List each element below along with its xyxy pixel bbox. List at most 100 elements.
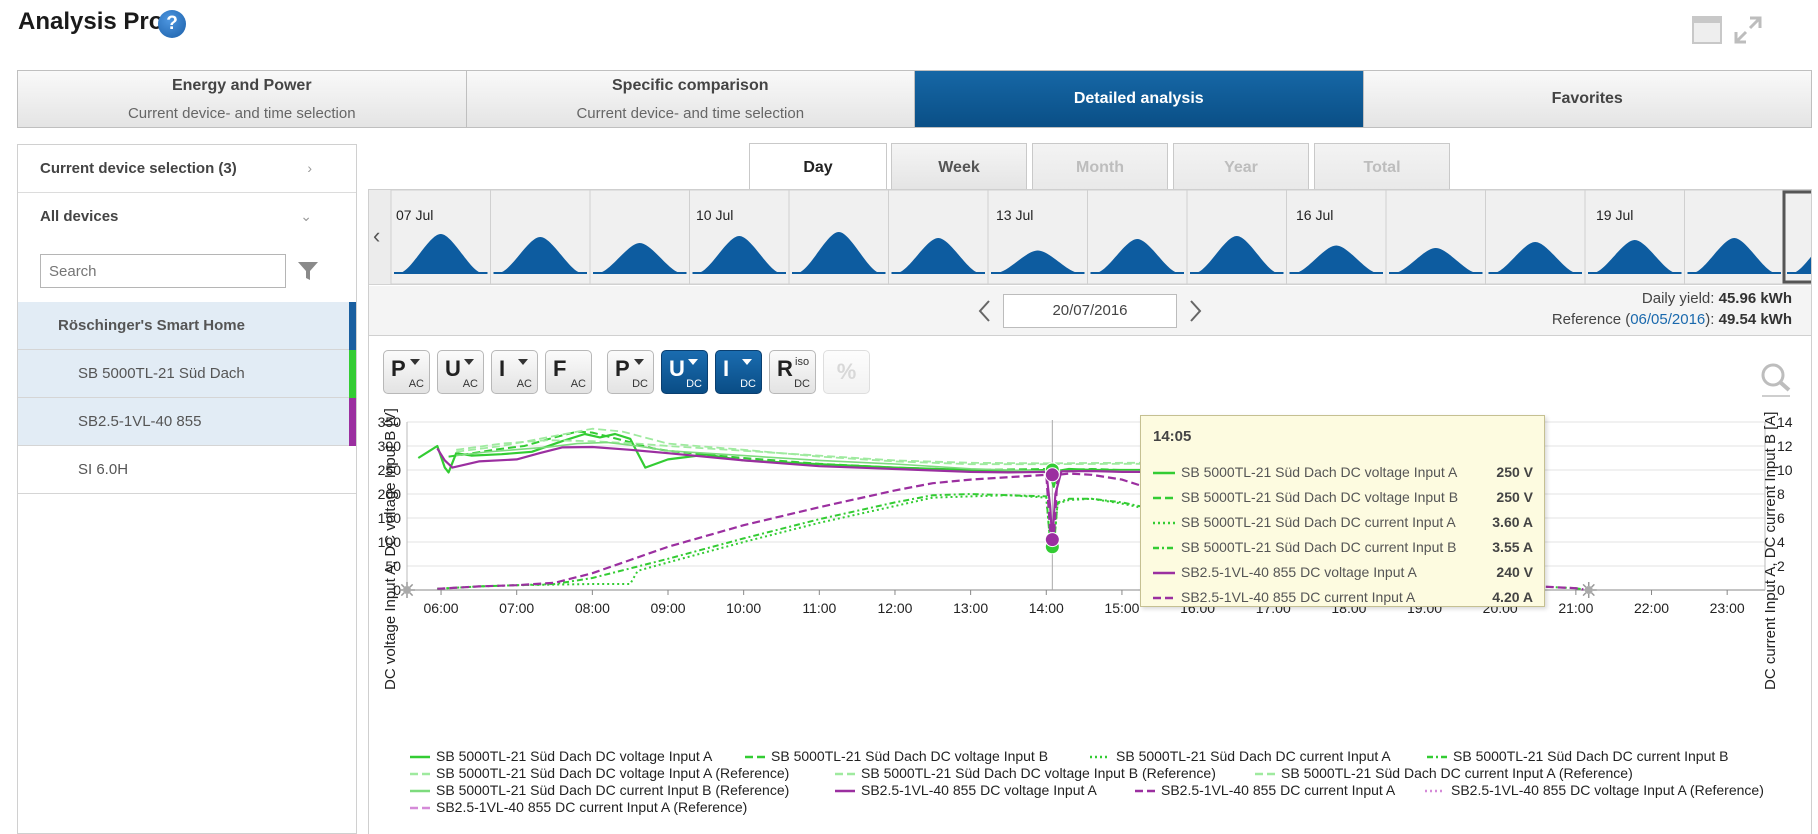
fac-button[interactable]: F AC <box>545 350 592 394</box>
device-row-smart-home[interactable]: Röschinger's Smart Home <box>18 302 356 350</box>
device-row-sb25[interactable]: SB2.5-1VL-40 855 <box>18 398 356 446</box>
help-icon[interactable]: ? <box>158 10 186 38</box>
chevron-right-icon: › <box>307 160 312 176</box>
series-swatch <box>1153 521 1175 525</box>
tooltip-row-value: 3.60 A <box>1492 514 1533 530</box>
dropdown-arrow-icon[interactable] <box>410 359 420 365</box>
dc-chart: 0 50 100 150 200 250 300 350 0 2 4 6 8 10 12 14 06:00 07:… <box>378 408 1793 690</box>
daily-yield-value: 45.96 kWh <box>1718 290 1792 307</box>
tab-specific-comparison[interactable]: Specific comparison Current device- and … <box>466 71 915 127</box>
legend-label: SB2.5-1VL-40 855 DC current Input A <box>1161 782 1396 798</box>
prev-day-icon[interactable] <box>975 298 995 324</box>
tab-energy-and-power[interactable]: Energy and Power Current device- and tim… <box>18 71 467 127</box>
x-tick-label: 23:00 <box>1710 600 1745 616</box>
y-tick-right: 6 <box>1777 510 1785 526</box>
tab-day[interactable]: Day <box>749 143 887 191</box>
x-tick-label: 09:00 <box>650 600 685 616</box>
x-tick-label: 21:00 <box>1558 600 1593 616</box>
all-devices-dropdown[interactable]: All devices ⌄ <box>18 193 356 241</box>
dropdown-arrow-icon[interactable] <box>688 359 698 365</box>
uac-button[interactable]: U AC <box>437 350 484 394</box>
strip-day-yield <box>697 236 781 273</box>
app-title: Analysis Pro <box>18 8 164 35</box>
zoom-icon[interactable] <box>1758 360 1794 400</box>
tab-subtitle: Current device- and time selection <box>127 104 356 122</box>
legend-label: SB 5000TL-21 Süd Dach DC current Input B… <box>436 782 790 798</box>
current-selection-label: Current device selection (3) <box>40 160 237 177</box>
strip-prev-arrow[interactable]: ‹ <box>373 223 380 248</box>
strip-day-yield <box>1294 245 1378 273</box>
device-label: SB 5000TL-21 Süd Dach <box>78 365 245 382</box>
dropdown-arrow-icon[interactable] <box>518 359 528 365</box>
reference-suffix: ): <box>1705 311 1715 328</box>
series-line <box>456 439 1145 465</box>
tab-favorites[interactable]: Favorites <box>1363 71 1811 127</box>
legend-swatch <box>410 772 430 776</box>
y-tick-right: 2 <box>1777 558 1785 574</box>
tab-week[interactable]: Week <box>891 143 1027 190</box>
tooltip-row-value: 250 V <box>1496 464 1533 480</box>
tab-detailed-analysis[interactable]: Detailed analysis <box>915 71 1364 127</box>
strip-day-yield <box>996 250 1080 273</box>
current-device-selection[interactable]: Current device selection (3) › <box>18 145 356 193</box>
legend-swatch <box>745 755 765 759</box>
daily-yield-label: Daily yield: <box>1641 290 1715 307</box>
button-symbol: P <box>391 356 406 381</box>
series-swatch <box>1153 471 1175 475</box>
x-tick-label: 22:00 <box>1634 600 1669 616</box>
idc-button[interactable]: I DC <box>715 350 762 394</box>
udc-button[interactable]: U DC <box>661 350 708 394</box>
date-input[interactable]: 20/07/2016 <box>1003 294 1177 328</box>
legend-label: SB2.5-1VL-40 855 DC voltage Input A <box>861 782 1097 798</box>
x-tick-label: 14:00 <box>1029 600 1064 616</box>
device-row-si60h[interactable]: SI 6.0H <box>18 446 356 494</box>
pac-button[interactable]: P AC <box>383 350 430 394</box>
tab-year: Year <box>1173 143 1309 190</box>
y-tick-left: 50 <box>385 558 401 574</box>
window-icon[interactable] <box>1692 16 1722 44</box>
button-subscript: AC <box>570 378 586 390</box>
series-swatch <box>1153 546 1175 550</box>
y-tick-left: 350 <box>378 414 402 430</box>
reference-date-link[interactable]: 06/05/2016 <box>1630 311 1706 328</box>
iac-button[interactable]: I AC <box>491 350 538 394</box>
series-swatch <box>1153 571 1175 575</box>
button-subscript: DC <box>740 378 756 390</box>
expand-icon[interactable] <box>1732 14 1764 46</box>
strip-day-yield <box>498 237 582 273</box>
strip-day-yield <box>399 234 483 273</box>
search-input[interactable] <box>40 254 286 288</box>
tooltip-time: 14:05 <box>1153 428 1192 445</box>
tooltip-row: SB 5000TL-21 Süd Dach DC voltage Input B… <box>1153 487 1533 509</box>
strip-date-label: 13 Jul <box>996 207 1033 223</box>
filter-icon[interactable] <box>296 259 320 283</box>
next-day-icon[interactable] <box>1185 298 1205 324</box>
device-color-bar <box>349 398 356 446</box>
main-tabs: Energy and Power Current device- and tim… <box>17 70 1812 128</box>
tooltip-row: SB2.5-1VL-40 855 DC voltage Input A 240 V <box>1153 562 1533 584</box>
series-line <box>437 494 1145 590</box>
tooltip-row-label: SB2.5-1VL-40 855 DC current Input A <box>1181 589 1416 605</box>
dropdown-arrow-icon[interactable] <box>742 359 752 365</box>
pdc-button[interactable]: P DC <box>607 350 654 394</box>
tab-month: Month <box>1032 143 1168 190</box>
button-symbol: U <box>445 356 461 381</box>
button-subscript: AC <box>516 378 532 390</box>
button-symbol: % <box>836 359 857 384</box>
dropdown-arrow-icon[interactable] <box>464 359 474 365</box>
riso-button[interactable]: R iso DC <box>769 350 816 394</box>
daily-yield: Daily yield: 45.96 kWh <box>1400 288 1792 309</box>
dropdown-arrow-icon[interactable] <box>634 359 644 365</box>
device-row-sb5000[interactable]: SB 5000TL-21 Süd Dach <box>18 350 356 398</box>
button-symbol: F <box>553 356 567 381</box>
x-tick-label: 10:00 <box>726 600 761 616</box>
x-tick-label: 13:00 <box>953 600 988 616</box>
legend-swatch <box>835 772 855 776</box>
x-tick-label: 08:00 <box>575 600 610 616</box>
tooltip-row-label: SB 5000TL-21 Süd Dach DC voltage Input B <box>1181 489 1459 505</box>
tooltip-row: SB 5000TL-21 Süd Dach DC current Input A… <box>1153 512 1533 534</box>
strip-selected-day[interactable] <box>1782 190 1811 284</box>
chevron-down-icon: ⌄ <box>300 208 312 224</box>
reference-yield: Reference (06/05/2016): 49.54 kWh <box>1400 309 1792 330</box>
y-tick-left: 0 <box>393 582 401 598</box>
